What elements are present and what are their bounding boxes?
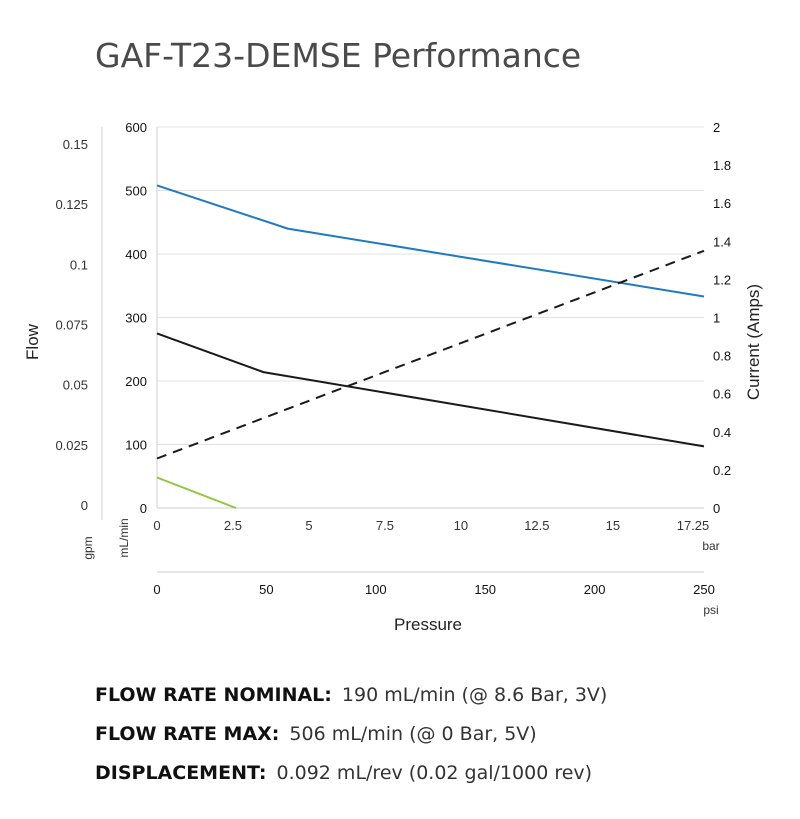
tick-label-bar: 2.5 <box>224 518 242 533</box>
series-line-1 <box>156 184 705 298</box>
grid-lines <box>157 126 704 509</box>
tick-label-bar: 7.5 <box>376 518 394 533</box>
series-line-4 <box>156 476 237 509</box>
tick-label-current: 0.2 <box>713 463 731 478</box>
tick-label-bar: 17.25 <box>677 518 710 533</box>
tick-label-psi: 250 <box>693 582 715 597</box>
page-title: GAF-T23-DEMSE Performance <box>95 36 582 75</box>
tick-label-bar: 0 <box>153 518 160 533</box>
tick-label-gpm: 0 <box>81 498 88 513</box>
tick-label-bar: 12.5 <box>524 518 549 533</box>
tick-label-current: 0 <box>713 501 720 516</box>
spec-label: FLOW RATE NOMINAL: <box>95 684 332 706</box>
x-axis-label-pressure: Pressure <box>394 615 462 634</box>
tick-label-psi: 0 <box>153 582 160 597</box>
unit-ml-min: mL/min <box>117 518 131 557</box>
tick-label-current: 1.6 <box>713 196 731 211</box>
tick-label-bar: 10 <box>454 518 468 533</box>
tick-label-gpm: 0.025 <box>55 438 88 453</box>
tick-label-gpm: 0.075 <box>55 318 88 333</box>
spec-label: DISPLACEMENT: <box>95 762 267 784</box>
tick-label-current: 0.8 <box>713 349 731 364</box>
spec-value: 0.092 mL/rev (0.02 gal/1000 rev) <box>276 762 593 784</box>
spec-flow-nominal: FLOW RATE NOMINAL: 190 mL/min (@ 8.6 Bar,… <box>95 676 607 715</box>
tick-label-ml: 0 <box>140 501 147 516</box>
tick-label-bar: 15 <box>606 518 620 533</box>
tick-labels: 00.0250.050.0750.10.1250.150100200300400… <box>55 120 731 597</box>
y-axis-label-flow: Flow <box>23 323 42 360</box>
axes <box>101 127 704 573</box>
unit-bar: bar <box>702 539 719 553</box>
series-line-3 <box>156 249 705 460</box>
tick-label-psi: 50 <box>259 582 273 597</box>
tick-label-gpm: 0.1 <box>70 257 88 272</box>
tick-label-ml: 500 <box>125 184 147 199</box>
spec-list: FLOW RATE NOMINAL: 190 mL/min (@ 8.6 Bar,… <box>95 676 607 793</box>
tick-label-ml: 100 <box>125 438 147 453</box>
tick-label-current: 1.4 <box>713 234 731 249</box>
spec-label: FLOW RATE MAX: <box>95 723 280 745</box>
spec-value: 190 mL/min (@ 8.6 Bar, 3V) <box>341 684 608 706</box>
tick-label-gpm: 0.05 <box>63 378 88 393</box>
spec-value: 506 mL/min (@ 0 Bar, 5V) <box>289 723 537 745</box>
series-line-2 <box>156 332 705 448</box>
tick-label-psi: 100 <box>365 582 387 597</box>
tick-label-current: 1 <box>713 311 720 326</box>
tick-label-gpm: 0.15 <box>63 137 88 152</box>
tick-label-psi: 200 <box>584 582 606 597</box>
tick-label-current: 1.2 <box>713 272 731 287</box>
tick-label-current: 2 <box>713 120 720 135</box>
tick-label-current: 0.4 <box>713 425 731 440</box>
tick-label-ml: 200 <box>125 374 147 389</box>
tick-label-ml: 400 <box>125 247 147 262</box>
performance-chart: 00.0250.050.0750.10.1250.150100200300400… <box>23 120 763 634</box>
tick-label-gpm: 0.125 <box>55 197 88 212</box>
spec-displacement: DISPLACEMENT: 0.092 mL/rev (0.02 gal/1000… <box>95 754 607 793</box>
y-axis-label-current: Current (Amps) <box>744 284 763 400</box>
tick-label-psi: 150 <box>474 582 496 597</box>
unit-gpm: gpm <box>81 536 95 559</box>
unit-psi: psi <box>703 603 718 617</box>
tick-label-ml: 300 <box>125 311 147 326</box>
tick-label-current: 1.8 <box>713 158 731 173</box>
tick-label-ml: 600 <box>125 120 147 135</box>
series-group <box>156 184 705 509</box>
spec-flow-max: FLOW RATE MAX: 506 mL/min (@ 0 Bar, 5V) <box>95 715 607 754</box>
tick-label-bar: 5 <box>305 518 312 533</box>
tick-label-current: 0.6 <box>713 387 731 402</box>
